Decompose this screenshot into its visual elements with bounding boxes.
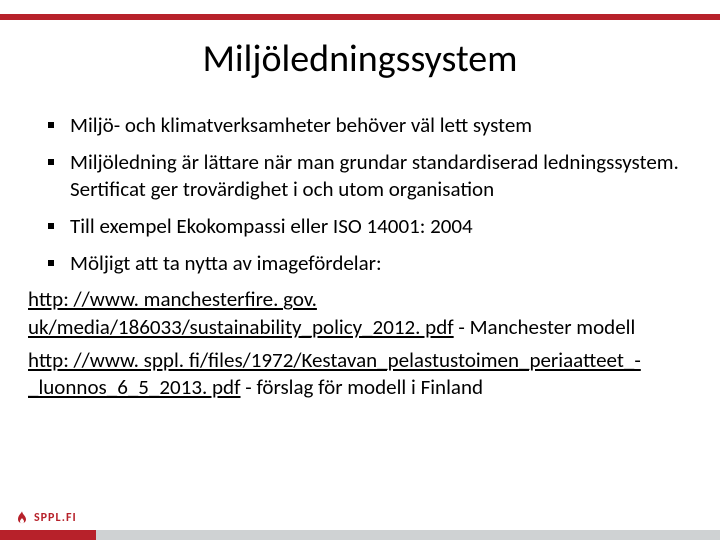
footer-bar-neutral xyxy=(96,530,720,540)
bullet-text: Miljöledning är lättare när man grundar … xyxy=(70,149,692,203)
list-item: Till exempel Ekokompassi eller ISO 14001… xyxy=(28,213,692,240)
slide: Miljöledningssystem Miljö- och klimatver… xyxy=(0,0,720,540)
footer-bar xyxy=(0,530,720,540)
list-item: Möljigt att ta nytta av imagefördelar: xyxy=(28,250,692,277)
link-paragraph: http: //www. manchesterfire. gov. uk/med… xyxy=(28,286,692,341)
bullet-icon xyxy=(48,260,54,266)
link-paragraph: http: //www. sppl. fi/files/1972/Kestava… xyxy=(28,347,692,402)
bullet-icon xyxy=(48,223,54,229)
slide-footer: SPPL.FI xyxy=(0,504,720,540)
slide-title: Miljöledningssystem xyxy=(0,36,720,82)
bullet-text: Miljö- och klimatverksamheter behöver vä… xyxy=(70,112,532,139)
footer-logo: SPPL.FI xyxy=(14,510,77,526)
top-accent-bar xyxy=(0,14,720,20)
link-suffix: - förslag för modell i Finland xyxy=(241,374,484,400)
bullet-text: Till exempel Ekokompassi eller ISO 14001… xyxy=(70,213,473,240)
list-item: Miljöledning är lättare när man grundar … xyxy=(28,149,692,203)
flame-icon xyxy=(14,510,30,526)
slide-content: Miljö- och klimatverksamheter behöver vä… xyxy=(28,112,692,402)
bullet-text: Möljigt att ta nytta av imagefördelar: xyxy=(70,250,382,277)
footer-bar-accent xyxy=(0,530,96,540)
list-item: Miljö- och klimatverksamheter behöver vä… xyxy=(28,112,692,139)
footer-inner: SPPL.FI xyxy=(0,504,720,530)
bullet-icon xyxy=(48,122,54,128)
footer-logo-text: SPPL.FI xyxy=(34,511,77,525)
bullet-icon xyxy=(48,159,54,165)
link-manchester[interactable]: http: //www. manchesterfire. gov. uk/med… xyxy=(28,286,454,339)
link-suffix: - Manchester modell xyxy=(454,314,636,340)
